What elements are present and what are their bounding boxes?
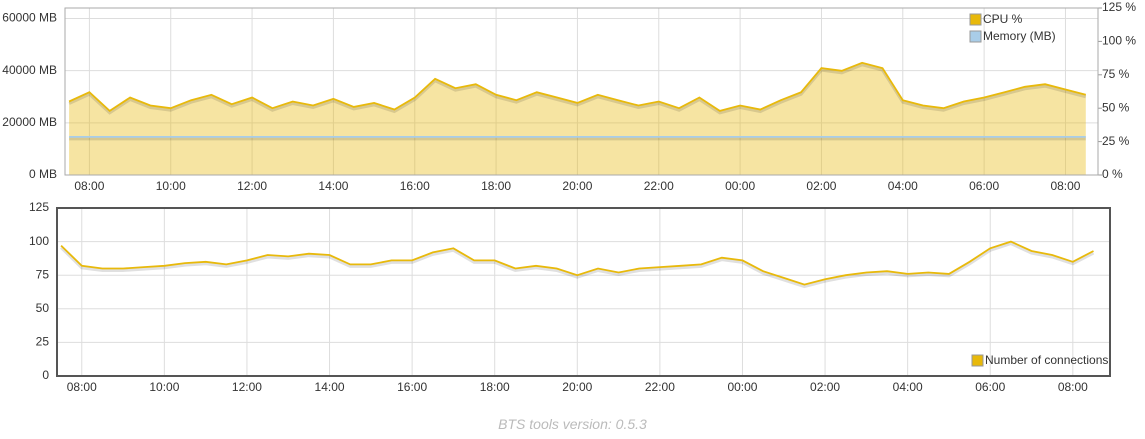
legend-label: CPU % — [983, 12, 1023, 26]
line-shadow — [68, 63, 1087, 115]
y-tick-label: 40000 MB — [2, 63, 57, 77]
y-tick-label: 60000 MB — [2, 11, 57, 25]
x-tick-label: 06:00 — [975, 380, 1005, 394]
x-tick-label: 10:00 — [149, 380, 179, 394]
y-tick-label: 50 — [36, 301, 50, 315]
y-tick-label: 100 — [29, 234, 49, 248]
x-tick-label: 16:00 — [397, 380, 427, 394]
x-tick-label: 12:00 — [237, 179, 267, 193]
y-tick-label: 75 — [36, 267, 50, 281]
x-tick-label: 22:00 — [645, 380, 675, 394]
plot-frame — [64, 7, 1099, 176]
x-tick-label: 00:00 — [727, 380, 757, 394]
x-tick-label: 04:00 — [893, 380, 923, 394]
area — [69, 62, 1086, 175]
legend-swatch — [971, 354, 984, 367]
x-tick-label: 16:00 — [400, 179, 430, 193]
legend-label: Memory (MB) — [983, 29, 1056, 43]
y2-tick-label: 50 % — [1102, 100, 1130, 114]
y-tick-label: 0 — [42, 368, 49, 382]
line — [60, 240, 1094, 286]
x-tick-label: 04:00 — [888, 179, 918, 193]
x-tick-label: 08:00 — [1058, 380, 1088, 394]
y-tick-label: 0 MB — [29, 167, 57, 181]
y2-tick-label: 0 % — [1102, 167, 1123, 181]
charts: 0 MB 20000 MB 40000 MB 60000 MB 0 % 25 % 50 % 7… — [2, 0, 1136, 394]
y-tick-label: 25 — [36, 335, 50, 349]
y2-tick-label: 100 % — [1102, 34, 1136, 48]
x-tick-label: 02:00 — [806, 179, 836, 193]
y-tick-label: 125 — [29, 200, 49, 214]
y2-tick-label: 125 % — [1102, 0, 1136, 14]
x-tick-label: 20:00 — [562, 380, 592, 394]
y-tick-label: 20000 MB — [2, 115, 57, 129]
y2-tick-label: 75 % — [1102, 67, 1130, 81]
legend-label: Number of connections — [985, 353, 1108, 367]
x-tick-label: 20:00 — [562, 179, 592, 193]
legend-swatch — [969, 30, 982, 43]
x-tick-label: 02:00 — [810, 380, 840, 394]
x-tick-label: 10:00 — [156, 179, 186, 193]
line-shadow — [60, 241, 1095, 289]
x-tick-label: 18:00 — [481, 179, 511, 193]
x-tick-label: 18:00 — [480, 380, 510, 394]
x-tick-label: 08:00 — [67, 380, 97, 394]
x-tick-label: 12:00 — [232, 380, 262, 394]
x-tick-label: 22:00 — [644, 179, 674, 193]
y2-tick-label: 25 % — [1102, 134, 1130, 148]
plot-frame — [56, 207, 1111, 377]
x-tick-label: 14:00 — [318, 179, 348, 193]
legend-swatch — [969, 13, 982, 26]
footer: BTS tools version: 0.5.3 — [498, 416, 647, 432]
line — [68, 61, 1087, 113]
x-tick-label: 08:00 — [1050, 179, 1080, 193]
x-tick-label: 14:00 — [315, 380, 345, 394]
x-tick-label: 06:00 — [969, 179, 999, 193]
x-tick-label: 08:00 — [74, 179, 104, 193]
x-tick-label: 00:00 — [725, 179, 755, 193]
